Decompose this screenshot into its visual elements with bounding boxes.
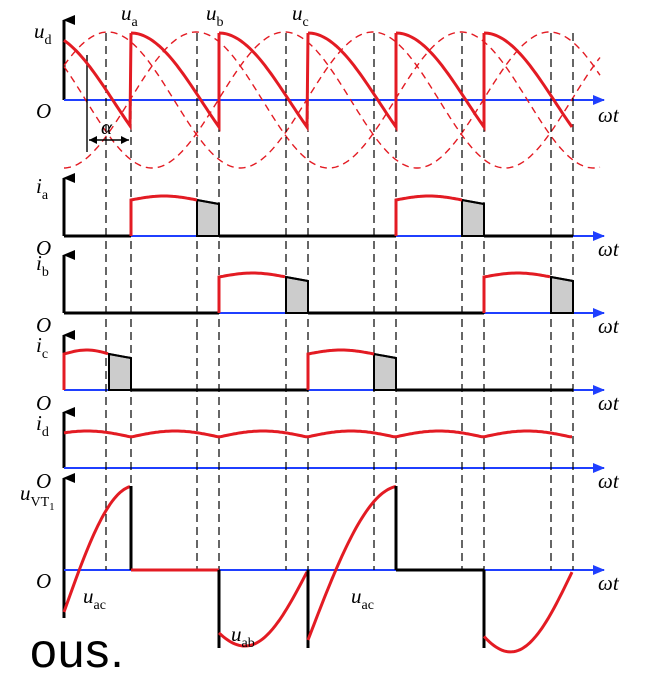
phase-sine-a [63, 31, 601, 169]
ia-pulse [394, 194, 463, 236]
origin-label-6: O [36, 569, 51, 593]
uc-label: uc [292, 1, 309, 30]
uvt-uab-curve [217, 571, 309, 648]
wt-label-2: ωt [598, 237, 620, 261]
uvt-uab-curve-2 [482, 571, 574, 654]
id-label: id [36, 411, 49, 440]
ic-tail [373, 353, 397, 359]
ic-overlap-area [108, 352, 132, 391]
horizontal-axes [64, 95, 605, 575]
id-ripple [63, 429, 572, 439]
commutation-guide-lines [105, 33, 574, 570]
labels: ud ua ub uc O O O O O O ωt ωt ωt ωt ωt ω… [20, 1, 620, 651]
wt-label-5: ωt [598, 469, 620, 493]
wt-label-4: ωt [598, 391, 620, 415]
caption-text: ous. [30, 625, 125, 678]
uvt-label: uVT1 [20, 481, 55, 513]
ic-label: ic [36, 333, 48, 362]
ia-label: ia [36, 174, 49, 203]
ia-tail [196, 199, 220, 205]
wt-label-6: ωt [598, 571, 620, 595]
ud-segment [483, 31, 574, 128]
ib-pulse [482, 271, 551, 313]
alpha-marker [86, 55, 129, 152]
ic-tail [108, 353, 132, 359]
uab-label: uab [231, 622, 255, 651]
ia-tail [461, 199, 485, 205]
ic-pulse [62, 348, 109, 390]
phase-sine-c [63, 31, 601, 169]
bottom-crop [0, 676, 650, 692]
uvt-uac-rise-1 [62, 485, 131, 613]
ic-pulse [306, 348, 375, 390]
uac-label-1: uac [83, 584, 106, 613]
ua-label: ua [121, 1, 139, 30]
ia-overlap-area [196, 198, 220, 237]
uvt-uac-rise-2 [306, 485, 397, 641]
ib-pulse [217, 271, 286, 313]
wt-label-1: ωt [598, 103, 620, 127]
origin-label-2: O [36, 236, 51, 260]
ib-tail [285, 276, 309, 282]
ud-segment [130, 31, 221, 132]
ia-pulse [129, 194, 198, 236]
origin-label-3: O [36, 313, 51, 337]
commutation-shaded-areas [108, 198, 574, 391]
origin-label-1: O [36, 99, 51, 123]
ib-overlap-area [550, 275, 574, 314]
uac-label-2: uac [351, 584, 374, 613]
ud-segment [307, 31, 398, 132]
origin-label-5: O [36, 469, 51, 493]
alpha-label: α [101, 115, 113, 139]
ud-segment [63, 32, 133, 131]
wt-label-3: ωt [598, 314, 620, 338]
origin-label-4: O [36, 391, 51, 415]
ud-segment [218, 31, 310, 132]
phase-sine-b [63, 31, 601, 169]
ud-label: ud [34, 19, 52, 48]
ib-label: ib [36, 251, 49, 280]
phase-current-waveforms [62, 31, 574, 654]
ib-tail [550, 276, 574, 282]
phase-voltage-sines [63, 31, 601, 169]
ia-overlap-area [461, 198, 485, 237]
ud-segment [395, 31, 486, 132]
ib-overlap-area [285, 275, 309, 314]
ic-overlap-area [373, 352, 397, 391]
ub-label: ub [206, 1, 224, 30]
